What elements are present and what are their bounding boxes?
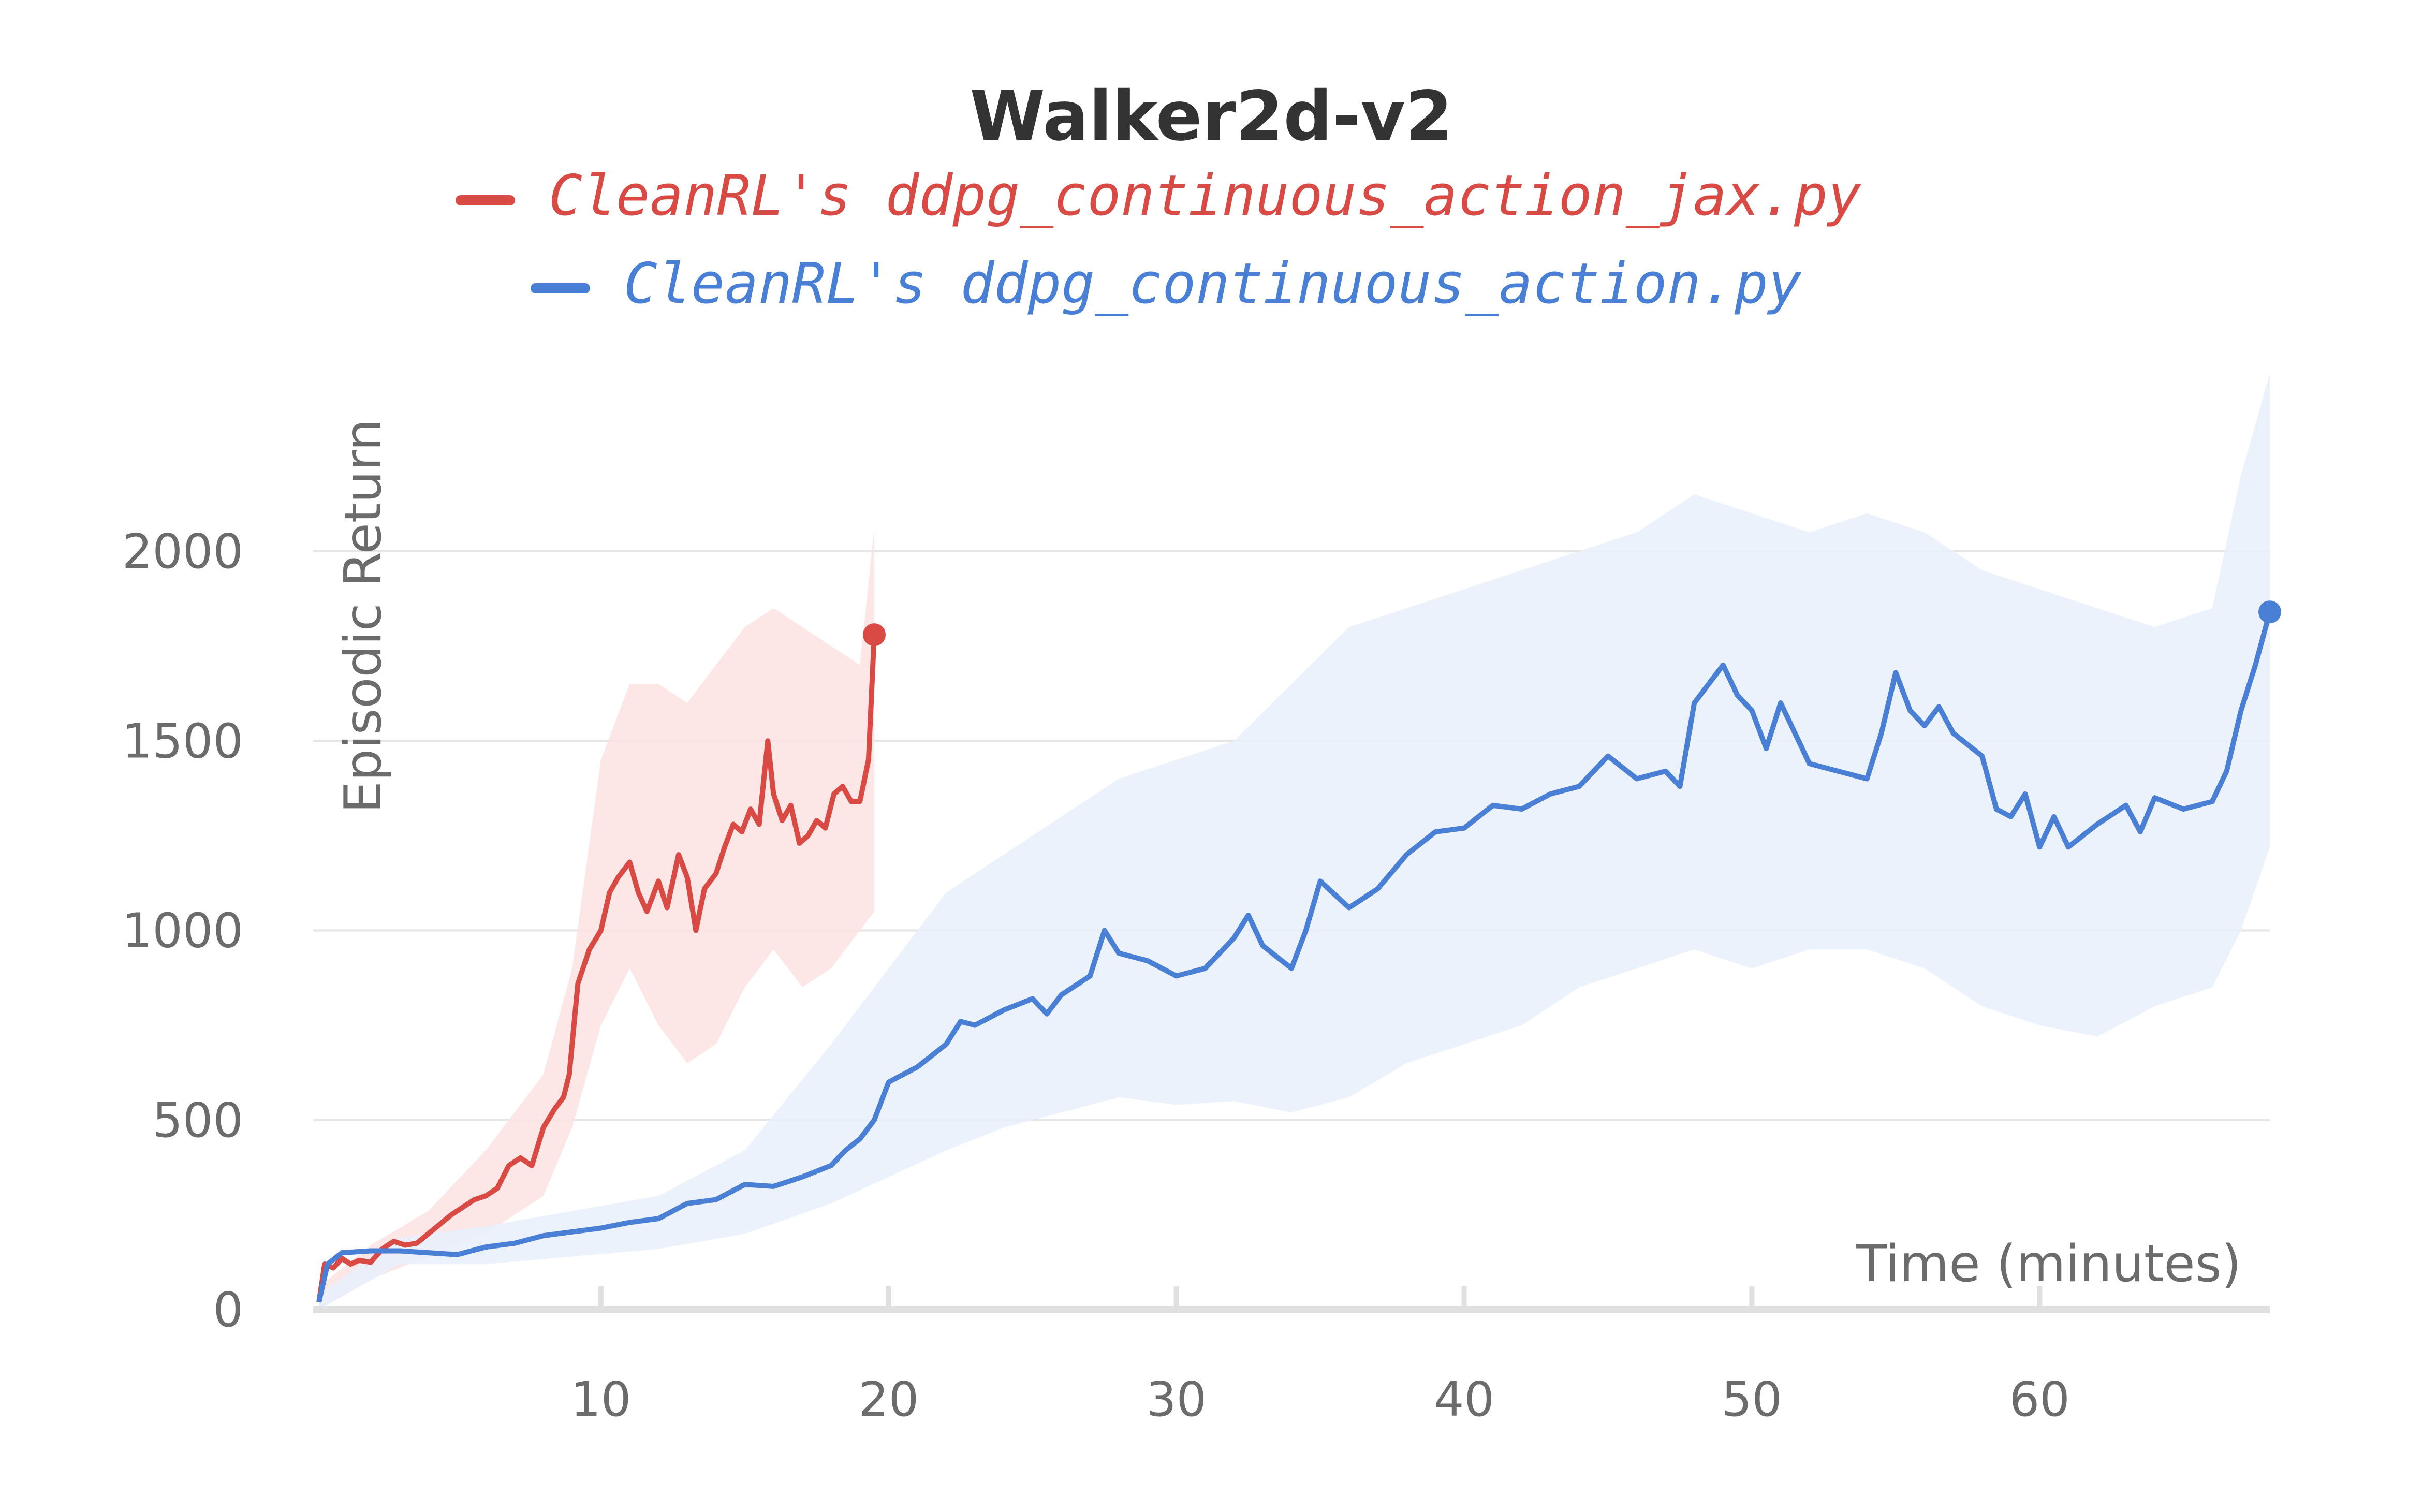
y-axis-label: Episodic Return: [334, 419, 393, 813]
series-lines: [316, 600, 2281, 1303]
band-series-2: [319, 373, 2270, 1310]
x-tick-label: 10: [570, 1372, 631, 1427]
y-tick-label: 1000: [122, 903, 243, 959]
legend-swatch-1: [456, 195, 515, 205]
line-series-2: [316, 611, 2272, 1303]
confidence-bands: [319, 373, 2270, 1310]
y-tick-label: 1500: [122, 713, 243, 769]
y-tick-label: 2000: [122, 524, 243, 579]
x-axis-label: Time (minutes): [1856, 1235, 2241, 1294]
x-tick-label: 30: [1146, 1372, 1207, 1427]
axes: 10 20 30 40 50 60: [313, 1286, 2270, 1427]
endpoint-series-1: [862, 623, 886, 647]
x-tick-label: 60: [2009, 1372, 2070, 1427]
legend-label-1: CleanRL's ddpg_continuous_action_jax.py: [549, 164, 1861, 228]
legend-label-2: CleanRL's ddpg_continuous_action.py: [624, 252, 1802, 316]
y-tick-label: 500: [152, 1093, 243, 1148]
line-series-1: [316, 634, 877, 1303]
endpoint-series-2: [2258, 600, 2281, 624]
band-series-1: [319, 529, 874, 1310]
x-tick-label: 20: [858, 1372, 919, 1427]
legend-swatch-2: [531, 283, 590, 293]
chart-title: Walker2d-v2: [970, 77, 1452, 156]
x-tick-label: 50: [1722, 1372, 1782, 1427]
legend: CleanRL's ddpg_continuous_action_jax.py C…: [456, 164, 1861, 316]
x-tick-label: 40: [1434, 1372, 1494, 1427]
y-tick-label: 0: [213, 1282, 243, 1338]
